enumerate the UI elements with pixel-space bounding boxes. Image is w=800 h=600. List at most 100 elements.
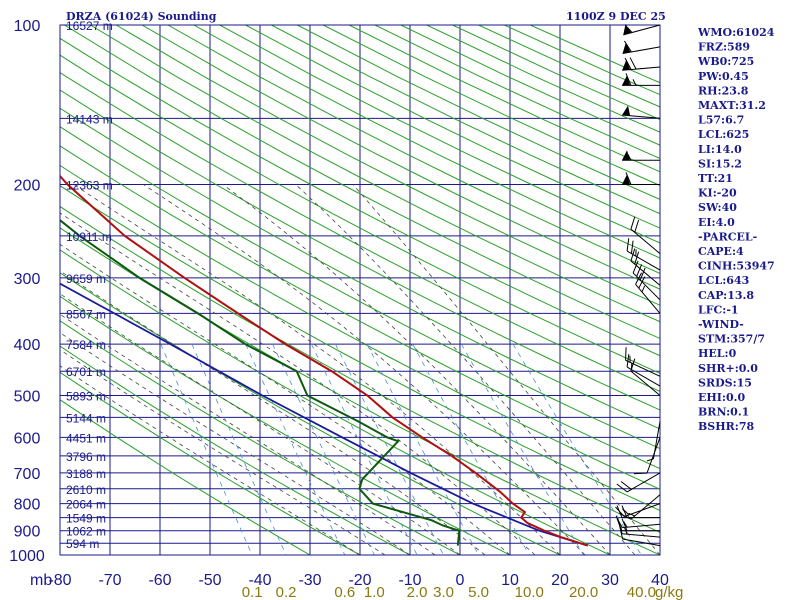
barb-full: [616, 518, 623, 531]
mixing-ratio-line: [272, 343, 375, 555]
parcel-trace: [60, 282, 589, 547]
wind-barb: [632, 260, 661, 301]
pressure-unit-label: mb: [30, 572, 52, 589]
height-label: 1549 m: [66, 512, 106, 526]
mixing-ratio-label: 2.0: [407, 584, 428, 600]
height-label: 2064 m: [66, 498, 106, 512]
stability-index: SI:15.2: [698, 157, 742, 170]
wind-barb: [622, 73, 660, 86]
height-label: 10911 m: [66, 230, 112, 244]
barb-full: [619, 512, 632, 520]
height-label: 12363 m: [66, 179, 113, 193]
barb-half: [641, 285, 646, 293]
dry-adiabat: [115, 25, 660, 306]
barb-full: [624, 57, 632, 70]
barb-full: [626, 354, 630, 368]
mixing-ratio-label: 5.0: [468, 584, 489, 600]
stability-index: PW:0.45: [698, 70, 749, 83]
mixing-ratio-line: [311, 343, 418, 555]
barb-full: [625, 73, 632, 86]
pressure-tick-label: 200: [14, 178, 41, 195]
barb-pennant: [622, 105, 631, 116]
barb-full: [634, 251, 640, 265]
wind-barb: [622, 57, 661, 71]
temperature-tick-label: -10: [398, 572, 421, 589]
barb-half: [629, 355, 631, 363]
barb-half: [630, 362, 633, 370]
barb-staff: [635, 283, 661, 314]
stability-index: SW:40: [698, 201, 737, 214]
mixing-ratio-label: 1.0: [364, 584, 385, 600]
barb-full: [632, 260, 639, 274]
barb-pennant: [622, 150, 630, 161]
height-label: 14143 m: [66, 112, 113, 126]
mixing-ratio-line: [245, 343, 346, 555]
wind-barb: [626, 238, 661, 271]
barb-pennant: [622, 75, 630, 86]
barb-staff: [622, 46, 661, 54]
stability-index: LI:14.0: [698, 143, 742, 156]
wind-barb: [646, 421, 661, 462]
stability-index: SHR+:0.0: [698, 362, 758, 375]
height-label: 4451 m: [66, 431, 106, 445]
stability-index: CAPE:4: [698, 245, 744, 258]
pressure-tick-label: 800: [14, 497, 41, 514]
dry-adiabat: [167, 25, 660, 274]
moist-adiabat: [60, 270, 486, 555]
dry-adiabat: [60, 320, 461, 555]
wind-barb-column: [615, 23, 661, 547]
height-label: 3188 m: [66, 467, 106, 481]
barb-pennant: [623, 23, 632, 35]
pressure-tick-label: 400: [14, 337, 41, 354]
mixing-ratio-label: 0.1: [242, 584, 263, 600]
pressure-tick-label: 500: [14, 388, 41, 405]
barb-staff: [646, 437, 661, 474]
stability-index: STM:357/7: [698, 333, 765, 346]
barb-half: [635, 249, 637, 257]
barb-staff: [626, 472, 661, 493]
mixing-ratio-unit-label: g/kg: [655, 584, 683, 600]
barb-staff: [632, 272, 661, 301]
barb-staff: [652, 421, 661, 460]
barb-staff: [630, 260, 661, 286]
dry-adiabat: [60, 272, 561, 555]
height-label: 5893 m: [66, 389, 106, 403]
moist-adiabat: [352, 184, 660, 555]
wind-barb: [622, 40, 661, 54]
height-label: 594 m: [66, 537, 99, 551]
barb-half: [632, 79, 637, 86]
mixing-ratio-line: [191, 343, 287, 555]
pressure-tick-label: 100: [14, 18, 41, 35]
barb-full: [634, 219, 640, 233]
stability-index: CINH:53947: [698, 260, 775, 273]
height-label: 9659 m: [66, 272, 106, 286]
temperature-tick-label: 40: [651, 572, 669, 589]
profile-layer: [60, 174, 589, 547]
barb-half: [627, 154, 632, 161]
wind-barb: [623, 23, 661, 36]
height-label: 6701 m: [66, 365, 106, 379]
stability-index: WB0:725: [697, 55, 754, 68]
temperature-tick-label: 0: [456, 572, 465, 589]
temperature-tick-label: -30: [298, 572, 321, 589]
barb-staff: [626, 250, 661, 271]
stability-index: WMO:61024: [697, 26, 775, 39]
temperature-tick-label: -70: [98, 572, 121, 589]
sounding-title: DRZA (61024) Sounding: [66, 10, 217, 23]
height-label: 5144 m: [66, 411, 106, 425]
stability-index: KI:-20: [698, 187, 737, 200]
dry-adiabat: [60, 227, 660, 555]
mixing-ratio-label: 0.6: [334, 584, 355, 600]
wind-barb: [616, 472, 661, 493]
temperature-tick-label: -60: [148, 572, 171, 589]
dry-adiabat: [60, 71, 660, 393]
dry-adiabat: [60, 371, 361, 555]
wind-barb: [633, 437, 661, 475]
pressure-tick-label: 700: [14, 466, 41, 483]
dry-adiabat: [219, 25, 660, 244]
stability-index: EHI:0.0: [698, 391, 745, 404]
temperature-tick-label: 10: [501, 572, 519, 589]
